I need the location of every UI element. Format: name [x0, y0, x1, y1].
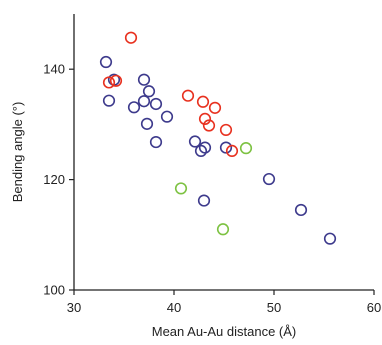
- data-point: [225, 144, 239, 157]
- data-point: [239, 142, 253, 155]
- x-tick-label: 50: [267, 300, 281, 315]
- data-point: [137, 95, 151, 108]
- data-point: [109, 74, 123, 87]
- data-point: [196, 95, 210, 108]
- tick-marks: [69, 68, 375, 295]
- data-point: [142, 85, 156, 98]
- x-tick-label: 30: [67, 300, 81, 315]
- data-point: [198, 112, 212, 125]
- x-axis-title: Mean Au-Au distance (Å): [152, 324, 297, 339]
- data-point: [99, 55, 113, 69]
- data-point: [198, 141, 212, 154]
- data-point: [323, 232, 337, 245]
- data-point: [219, 123, 233, 137]
- data-points: [99, 31, 337, 245]
- data-point: [102, 76, 116, 89]
- data-point: [202, 119, 216, 132]
- data-point: [188, 135, 202, 148]
- data-point: [294, 203, 308, 217]
- data-point: [208, 101, 222, 114]
- data-point: [262, 172, 276, 186]
- data-point: [149, 135, 163, 149]
- data-point: [197, 194, 211, 207]
- data-point: [140, 117, 154, 130]
- data-point: [194, 144, 208, 157]
- data-point: [219, 141, 233, 154]
- axes: [73, 14, 374, 291]
- data-point: [137, 73, 151, 86]
- data-point: [160, 110, 174, 123]
- y-tick-label: 140: [43, 62, 65, 77]
- data-point: [181, 89, 195, 102]
- data-point: [216, 223, 230, 236]
- x-tick-label: 60: [367, 300, 381, 315]
- data-point: [174, 182, 188, 195]
- y-tick-label: 100: [43, 283, 65, 298]
- data-point: [127, 101, 141, 114]
- y-tick-label: 120: [43, 172, 65, 187]
- data-point: [149, 97, 163, 111]
- data-point: [102, 94, 116, 107]
- tick-labels: 30 40 50 60 100 120 140: [43, 62, 381, 315]
- y-axis-title: Bending angle (°): [10, 102, 25, 203]
- x-tick-label: 40: [167, 300, 181, 315]
- data-point: [124, 31, 138, 44]
